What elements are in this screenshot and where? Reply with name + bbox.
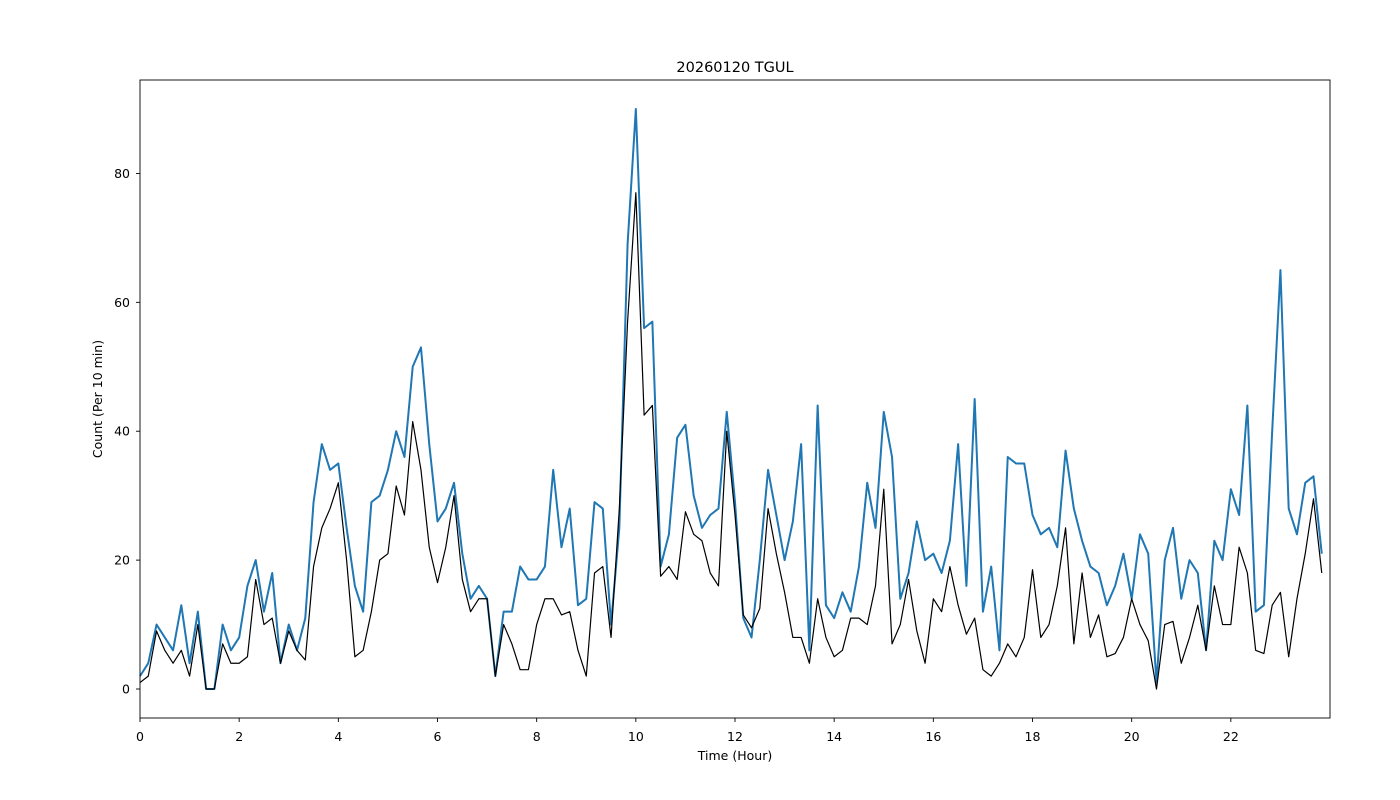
y-tick-label: 80 — [114, 166, 130, 181]
x-tick-label: 6 — [434, 729, 442, 744]
series-line-1 — [139, 108, 1323, 690]
x-axis-label: Time (Hour) — [697, 748, 772, 763]
chart-title: 20260120 TGUL — [676, 60, 793, 76]
x-tick-label: 2 — [235, 729, 243, 744]
x-tick-label: 4 — [334, 729, 342, 744]
x-tick-label: 8 — [533, 729, 541, 744]
x-tick-label: 12 — [727, 729, 743, 744]
axis-layer: 0 2 4 6 8 10 12 14 16 18 20 22 0 20 40 60 80 — [114, 166, 1239, 744]
x-tick-label: 10 — [628, 729, 644, 744]
x-tick-label: 14 — [826, 729, 842, 744]
x-tick-label: 22 — [1223, 729, 1239, 744]
x-tick-label: 0 — [136, 729, 144, 744]
y-axis-label: Count (Per 10 min) — [90, 340, 105, 458]
y-tick-label: 0 — [122, 682, 130, 697]
plot-frame — [139, 79, 1331, 719]
series-line-2 — [139, 192, 1323, 690]
x-tick-label: 18 — [1025, 729, 1041, 744]
y-tick-label: 20 — [114, 553, 130, 568]
x-tick-label: 16 — [925, 729, 941, 744]
y-tick-label: 40 — [114, 424, 130, 439]
y-tick-label: 60 — [114, 295, 130, 310]
series-layer — [139, 108, 1323, 690]
x-tick-label: 20 — [1124, 729, 1140, 744]
